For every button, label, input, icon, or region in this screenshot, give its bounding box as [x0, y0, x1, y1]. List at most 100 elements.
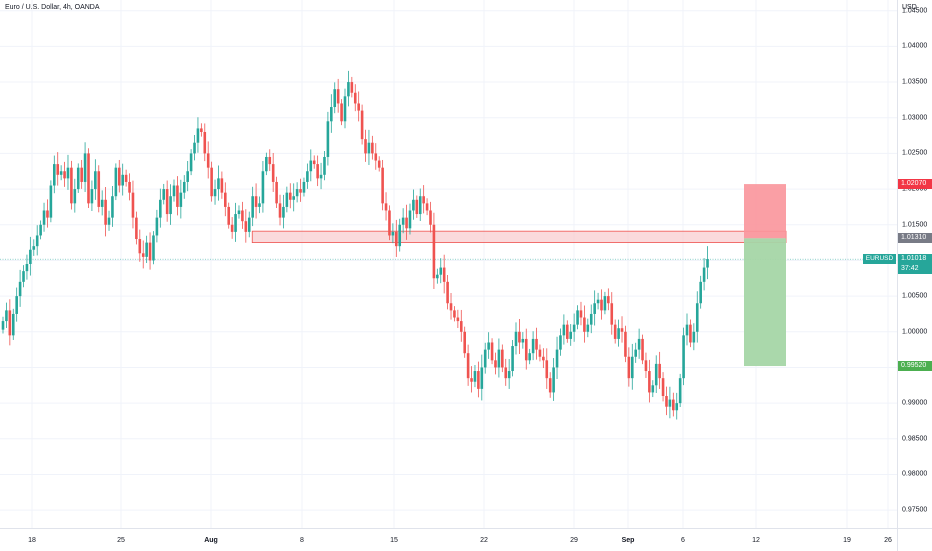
- candle-body: [94, 171, 97, 190]
- candle-body: [288, 192, 292, 200]
- time-tick-label: 12: [752, 537, 760, 544]
- candle-body: [617, 328, 620, 339]
- candle-body: [521, 338, 525, 343]
- candle-body: [111, 196, 114, 218]
- candle-body: [336, 89, 340, 104]
- candle-body: [456, 317, 460, 322]
- candle-body: [422, 196, 425, 204]
- time-axis[interactable]: 18 25 Aug 8 15 22 29 Sep 6 12 19 26: [0, 528, 897, 551]
- price-tick-label: 0.97500: [902, 506, 928, 514]
- candle-body: [682, 335, 685, 379]
- time-tick-label: 15: [390, 537, 398, 544]
- candle-body: [630, 356, 634, 379]
- candle-body: [695, 303, 699, 332]
- candle-body: [104, 199, 107, 225]
- candle-body: [531, 338, 535, 354]
- candle-body: [206, 153, 210, 168]
- candle-body: [665, 396, 668, 407]
- price-tick-label: 1.00000: [902, 328, 928, 336]
- candle-body: [319, 174, 323, 179]
- candle-body: [5, 310, 8, 322]
- price-tick-label: 1.03500: [902, 78, 928, 86]
- candle-body: [350, 82, 354, 93]
- candle-body: [35, 235, 39, 247]
- candle-body: [524, 338, 528, 361]
- time-tick-label: 19: [843, 537, 851, 544]
- chart-area[interactable]: Euro / U.S. Dollar, 4h, OANDA EURUSD: [0, 0, 897, 528]
- candle-body: [542, 356, 545, 361]
- price-axis[interactable]: USD 1.04500 1.04000 1.03500 1.03000 1.02500 1…: [897, 0, 932, 528]
- candle-body: [367, 142, 371, 154]
- candle-body: [135, 217, 138, 240]
- candle-body: [87, 153, 90, 204]
- candle-body: [155, 217, 159, 236]
- candle-body: [408, 210, 412, 229]
- candle-body: [227, 206, 231, 225]
- candle-body: [511, 346, 514, 372]
- candle-body: [189, 153, 193, 172]
- candle-body: [364, 139, 367, 154]
- candle-body: [692, 331, 696, 343]
- candle-body: [559, 335, 562, 350]
- candle-body: [100, 199, 104, 207]
- candle-body: [80, 167, 83, 182]
- candle-body: [258, 203, 261, 207]
- stop-price-tag: 0.99520: [898, 361, 932, 372]
- candle-body: [535, 338, 538, 350]
- candle-body: [117, 167, 121, 186]
- price-tick-label: 1.03000: [902, 114, 928, 122]
- current-price-value: 1.01018: [901, 255, 927, 263]
- level-price-tag: 1.01310: [898, 233, 932, 244]
- candle-body: [333, 89, 337, 108]
- candle-body: [446, 281, 449, 304]
- candle-body: [432, 224, 436, 279]
- time-tick-label: Aug: [204, 537, 218, 544]
- candle-body: [234, 214, 237, 232]
- candle-body: [261, 171, 265, 204]
- candle-body: [8, 310, 12, 336]
- candle-body: [518, 331, 521, 343]
- candle-body: [278, 203, 282, 218]
- candle-body: [685, 324, 689, 336]
- currency-label: USD: [902, 4, 917, 11]
- candle-body: [295, 189, 299, 197]
- candle-body: [18, 281, 22, 297]
- candle-body: [436, 274, 439, 279]
- candle-body: [644, 360, 648, 372]
- candle-body: [360, 110, 364, 140]
- candle-body: [654, 363, 658, 386]
- time-tick-label: 25: [117, 537, 125, 544]
- candle-body: [76, 167, 80, 190]
- price-tick-label: 0.99000: [902, 399, 928, 407]
- candle-body: [275, 181, 278, 204]
- time-tick-label: 8: [300, 537, 304, 544]
- candle-body: [56, 164, 60, 175]
- candle-body: [73, 189, 77, 204]
- candle-body: [141, 253, 145, 257]
- candle-body: [401, 217, 405, 225]
- candle-body: [586, 324, 590, 332]
- chart-title: Euro / U.S. Dollar, 4h, OANDA: [5, 4, 100, 11]
- candle-body: [97, 171, 101, 207]
- candle-body: [562, 324, 566, 336]
- candle-body: [59, 171, 63, 175]
- candle-body: [675, 403, 679, 411]
- candle-body: [395, 231, 398, 247]
- candle-body: [213, 189, 217, 197]
- candle-body: [699, 281, 702, 304]
- candle-body: [244, 221, 248, 232]
- candle-body: [678, 378, 682, 404]
- candle-body: [70, 167, 73, 204]
- price-chart[interactable]: [0, 0, 897, 528]
- candle-body: [182, 181, 186, 193]
- candle-body: [388, 210, 391, 236]
- candle-body: [22, 271, 25, 282]
- time-tick-label: 22: [480, 537, 488, 544]
- candle-body: [121, 174, 124, 186]
- candle-body: [353, 92, 357, 104]
- candle-body: [637, 338, 641, 350]
- candle-body: [172, 185, 176, 197]
- candle-body: [545, 360, 549, 379]
- candle-body: [487, 342, 490, 350]
- candle-body: [39, 224, 42, 236]
